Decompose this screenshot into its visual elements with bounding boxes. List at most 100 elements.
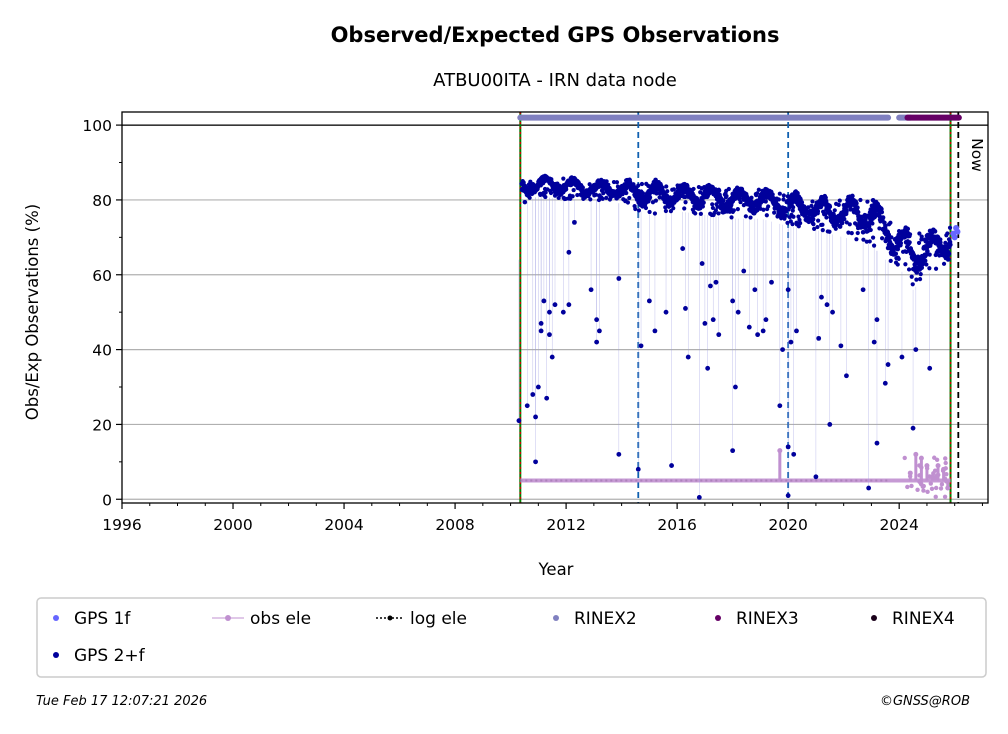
obs-ele-point [933, 494, 938, 500]
gps2f-point [823, 212, 828, 217]
gps2f-point [647, 209, 652, 215]
gps2f-point [854, 201, 859, 206]
gps2f-point [604, 195, 609, 200]
gps2f-point [806, 205, 811, 210]
gps2f-outlier [780, 347, 786, 352]
obs-ele-point [902, 455, 907, 461]
gps2f-point [841, 216, 847, 222]
gps2f-outlier [663, 309, 669, 315]
gps2f-point [810, 217, 816, 222]
gps2f-point [870, 235, 876, 240]
obs-ele-point [921, 488, 926, 493]
gps2f-point [910, 282, 915, 287]
gps2f-point [827, 204, 833, 210]
legend-item: log ele [376, 609, 467, 629]
grid-lines [122, 124, 988, 500]
gps2f-point [570, 194, 575, 199]
gps2f-point [654, 191, 659, 196]
x-tick-label: 2008 [435, 516, 474, 534]
gps2f-point [636, 183, 641, 188]
legend-item: RINEX3 [715, 609, 799, 629]
gps2f-point [847, 222, 852, 227]
gps2f-point [938, 237, 943, 242]
gps2f-outlier [588, 287, 594, 293]
gps2f-outlier [541, 298, 547, 304]
gps2f-point [791, 205, 796, 210]
gps2f-outlier [871, 339, 877, 345]
obs-ele-point [933, 485, 939, 491]
gps2f-point [837, 224, 843, 229]
gps2f-point [527, 195, 532, 200]
chart-title: Observed/Expected GPS Observations [331, 23, 780, 47]
obs-ele-point [938, 486, 944, 491]
gps2f-outlier [616, 276, 622, 281]
gps2f-point [832, 208, 837, 213]
gps2f-outlier [616, 451, 622, 457]
gps2f-outlier [838, 343, 844, 349]
gps2f-outlier [830, 309, 835, 315]
obs-ele-point [777, 448, 783, 454]
gps2f-point [938, 240, 943, 245]
gps2f-point [561, 176, 566, 181]
gps2f-point [837, 198, 842, 203]
gps2f-outlier [516, 418, 522, 424]
legend-swatch-dot [387, 615, 393, 621]
gps2f-outlier [777, 403, 783, 409]
y-tick-label: 100 [82, 117, 112, 135]
now-label: Now [968, 138, 986, 172]
gps2f-outlier [791, 451, 797, 457]
gps2f-point [614, 180, 620, 185]
gps2f-point [683, 200, 688, 205]
gps2f-point [772, 210, 777, 215]
y-axis-label: Obs/Exp Observations (%) [23, 204, 42, 420]
gps2f-point [624, 190, 629, 196]
gps2f-point [588, 197, 593, 202]
gps2f-point [924, 262, 929, 267]
gps2f-point [855, 209, 861, 215]
gps2f-point [865, 199, 870, 204]
gps2f-outlier [538, 321, 544, 326]
gps2f-point [700, 204, 705, 209]
gps2f-outlier [844, 373, 849, 379]
legend-swatch-dot [53, 615, 59, 621]
gps2f-outlier [683, 306, 688, 311]
gps2f-point [657, 195, 662, 200]
gps2f-point [604, 179, 609, 184]
legend-label: obs ele [250, 609, 311, 629]
gps2f-point [844, 220, 849, 225]
gps2f-point [710, 202, 715, 207]
gps2f-point [633, 206, 638, 212]
gps2f-outlier [710, 317, 716, 323]
gps2f-point [907, 240, 912, 245]
gps2f-outlier [866, 485, 872, 491]
gps2f-point [743, 214, 748, 219]
gps2f-outlier [533, 414, 538, 420]
gps2f-point [640, 191, 646, 196]
x-tick-label: 2000 [213, 516, 252, 534]
gps2f-point [724, 193, 729, 199]
gps2f-outlier [735, 309, 741, 315]
gps2f-point [791, 214, 796, 219]
obs-ele-point [944, 479, 949, 484]
plot-area [516, 114, 962, 500]
gps2f-point [925, 248, 930, 254]
obs-ele-point [917, 479, 922, 484]
gps2f-point [676, 196, 682, 201]
obs-ele-point [919, 465, 924, 470]
gps2f-point [810, 199, 815, 204]
legend-label: GPS 2+f [74, 646, 146, 666]
gps2f-outlier [560, 309, 566, 315]
gps2f-point [799, 200, 805, 205]
gps2f-point [665, 189, 670, 194]
gps2f-point [914, 270, 920, 275]
gps2f-point [783, 213, 788, 218]
gps2f-point [903, 262, 908, 267]
gps2f-point [548, 190, 554, 196]
gps2f-point [883, 223, 888, 229]
gps2f-point [653, 198, 659, 203]
gps2f-point [716, 211, 721, 216]
gps2f-point [593, 192, 599, 197]
gps2f-point [795, 190, 800, 196]
obs-ele-point [930, 473, 936, 479]
gps2f-outlier [819, 294, 824, 300]
